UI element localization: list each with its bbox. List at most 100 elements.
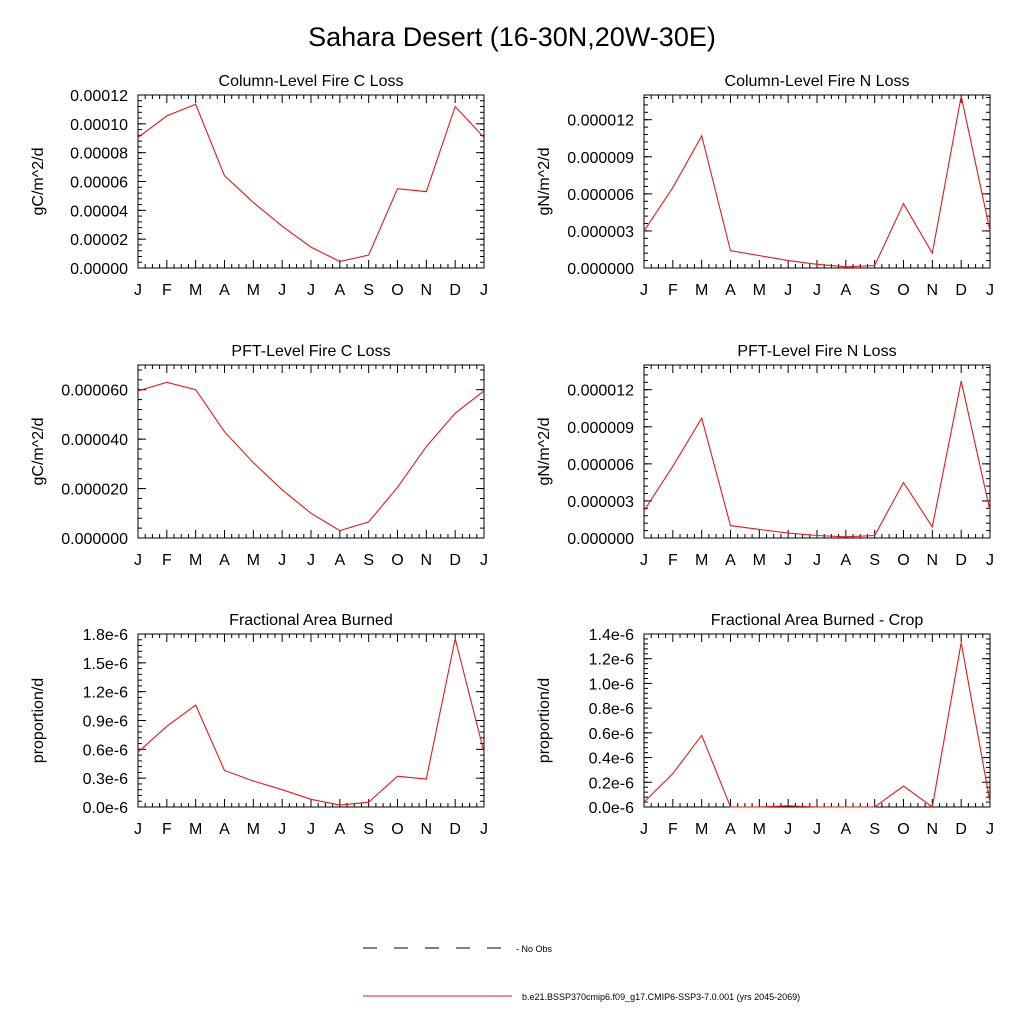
x-tick-label: J bbox=[640, 821, 648, 838]
legend-model-label: b.e21.BSSP370cmip6.f09_g17.CMIP6-SSP3-7.… bbox=[522, 992, 800, 1002]
x-tick-label: J bbox=[307, 282, 315, 299]
panel-title: PFT-Level Fire C Loss bbox=[231, 343, 390, 360]
y-tick-label: 0.000000 bbox=[61, 531, 128, 548]
plot-frame bbox=[643, 94, 991, 269]
y-tick-label: 0.000009 bbox=[567, 420, 634, 437]
x-tick-label: J bbox=[278, 821, 286, 838]
x-tick-label: N bbox=[927, 821, 939, 838]
x-tick-label: J bbox=[784, 821, 792, 838]
x-tick-label: D bbox=[449, 282, 461, 299]
panel-title: Fractional Area Burned bbox=[229, 612, 393, 629]
y-axis-label: proportion/d bbox=[536, 678, 553, 763]
x-tick-label: A bbox=[219, 821, 230, 838]
plot-frame bbox=[137, 94, 485, 269]
x-tick-label: M bbox=[753, 282, 766, 299]
y-axis-label: gC/m^2/d bbox=[30, 418, 47, 486]
x-tick-label: A bbox=[840, 282, 851, 299]
x-tick-label: F bbox=[162, 282, 172, 299]
y-tick-label: 0.2e-6 bbox=[589, 775, 634, 792]
y-tick-label: 0.000012 bbox=[567, 383, 634, 400]
x-tick-label: M bbox=[189, 821, 202, 838]
y-tick-label: 0.000003 bbox=[567, 494, 634, 511]
x-tick-label: O bbox=[897, 552, 909, 569]
x-tick-label: S bbox=[869, 821, 880, 838]
x-tick-label: J bbox=[986, 552, 994, 569]
x-tick-label: J bbox=[480, 552, 488, 569]
chart-panel-6: Fractional Area Burned - Crop proportion/… bbox=[536, 612, 994, 838]
x-tick-label: M bbox=[247, 552, 260, 569]
x-tick-label: J bbox=[784, 552, 792, 569]
y-tick-label: 1.2e-6 bbox=[83, 685, 128, 702]
x-tick-label: A bbox=[840, 821, 851, 838]
y-tick-label: 1.5e-6 bbox=[83, 656, 128, 673]
y-axis-label: proportion/d bbox=[30, 678, 47, 763]
x-tick-label: D bbox=[955, 821, 967, 838]
x-tick-label: J bbox=[640, 282, 648, 299]
x-tick-label: J bbox=[134, 282, 142, 299]
y-tick-label: 0.3e-6 bbox=[83, 771, 128, 788]
x-tick-label: F bbox=[668, 821, 678, 838]
x-tick-label: A bbox=[334, 821, 345, 838]
x-tick-label: J bbox=[307, 552, 315, 569]
y-tick-label: 0.00012 bbox=[70, 88, 128, 105]
plot-frame bbox=[137, 633, 485, 808]
y-tick-label: 0.000009 bbox=[567, 150, 634, 167]
y-axis-label: gC/m^2/d bbox=[30, 148, 47, 216]
series-line bbox=[643, 96, 991, 268]
panel-title: Column-Level Fire N Loss bbox=[725, 73, 910, 90]
y-tick-label: 0.00006 bbox=[70, 175, 128, 192]
figure-title: Sahara Desert (16-30N,20W-30E) bbox=[308, 22, 716, 52]
plot-frame bbox=[643, 364, 991, 539]
x-tick-label: S bbox=[363, 282, 374, 299]
x-tick-label: M bbox=[695, 282, 708, 299]
y-tick-label: 0.00010 bbox=[70, 117, 128, 134]
x-tick-label: O bbox=[897, 282, 909, 299]
x-tick-label: M bbox=[695, 821, 708, 838]
y-tick-label: 0.0e-6 bbox=[83, 800, 128, 817]
series-line bbox=[137, 103, 485, 263]
x-tick-label: N bbox=[421, 282, 433, 299]
x-tick-label: S bbox=[363, 821, 374, 838]
x-tick-label: M bbox=[189, 552, 202, 569]
x-tick-label: M bbox=[753, 821, 766, 838]
x-tick-label: J bbox=[640, 552, 648, 569]
x-tick-label: N bbox=[927, 282, 939, 299]
panel-title: Fractional Area Burned - Crop bbox=[711, 612, 924, 629]
x-tick-label: F bbox=[162, 552, 172, 569]
y-tick-label: 0.00008 bbox=[70, 146, 128, 163]
y-tick-label: 0.000012 bbox=[567, 113, 634, 130]
x-tick-label: J bbox=[134, 821, 142, 838]
x-tick-label: O bbox=[391, 552, 403, 569]
x-tick-label: M bbox=[247, 282, 260, 299]
y-tick-label: 0.4e-6 bbox=[589, 751, 634, 768]
y-tick-label: 0.000060 bbox=[61, 383, 128, 400]
y-axis-label: gN/m^2/d bbox=[536, 418, 553, 486]
x-tick-label: D bbox=[955, 552, 967, 569]
x-tick-label: A bbox=[725, 821, 736, 838]
x-tick-label: J bbox=[813, 282, 821, 299]
x-tick-label: S bbox=[869, 282, 880, 299]
x-tick-label: J bbox=[278, 552, 286, 569]
x-tick-label: N bbox=[421, 821, 433, 838]
y-tick-label: 0.000003 bbox=[567, 224, 634, 241]
x-tick-label: J bbox=[480, 821, 488, 838]
y-tick-label: 0.0e-6 bbox=[589, 800, 634, 817]
x-tick-label: M bbox=[189, 282, 202, 299]
y-tick-label: 0.000040 bbox=[61, 432, 128, 449]
y-tick-label: 0.000006 bbox=[567, 457, 634, 474]
x-tick-label: M bbox=[695, 552, 708, 569]
x-tick-label: J bbox=[986, 821, 994, 838]
y-tick-label: 1.8e-6 bbox=[83, 627, 128, 644]
y-tick-label: 0.8e-6 bbox=[589, 701, 634, 718]
legend-obs-label: - No Obs bbox=[516, 944, 553, 954]
x-tick-label: J bbox=[307, 821, 315, 838]
x-tick-label: D bbox=[449, 821, 461, 838]
series-line bbox=[643, 380, 991, 538]
plot-frame bbox=[137, 364, 485, 539]
x-tick-label: O bbox=[897, 821, 909, 838]
y-axis-label: gN/m^2/d bbox=[536, 148, 553, 216]
